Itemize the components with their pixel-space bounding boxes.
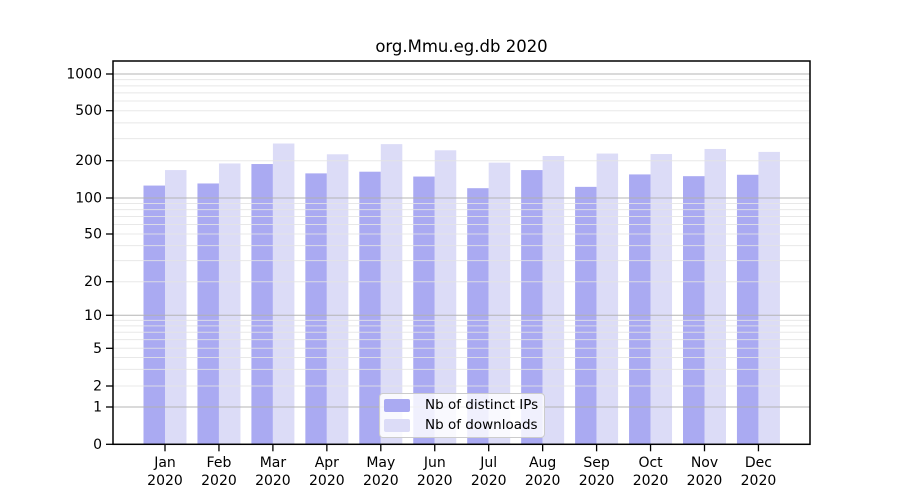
x-tick-label-month: Jul	[479, 455, 497, 471]
legend: Nb of distinct IPs Nb of downloads	[379, 393, 545, 438]
y-tick-label: 5	[93, 341, 102, 357]
bar-downloads-sep	[596, 153, 619, 445]
x-tick-label-month: Jun	[423, 455, 446, 471]
bar-distinct-ips-oct	[629, 174, 651, 445]
legend-swatch-downloads	[384, 419, 410, 432]
bar-downloads-apr	[326, 154, 349, 445]
x-tick-label-month: Mar	[260, 455, 287, 471]
x-tick-label-year: 2020	[417, 473, 453, 489]
legend-swatch-distinct-ips	[384, 399, 410, 412]
bar-downloads-aug	[542, 155, 565, 445]
x-tick-label-year: 2020	[471, 473, 507, 489]
chart-title: org.Mmu.eg.db 2020	[375, 37, 548, 56]
bar-downloads-jan	[165, 170, 187, 445]
y-tick-label: 0	[93, 437, 102, 453]
legend-item-distinct-ips: Nb of distinct IPs	[384, 398, 538, 413]
bar-distinct-ips-dec	[736, 174, 759, 445]
x-tick-label-month: Aug	[529, 455, 556, 471]
y-tick-label: 500	[75, 103, 102, 119]
x-tick-label-month: May	[366, 455, 395, 471]
bar-downloads-oct	[650, 154, 673, 445]
y-tick-label: 10	[84, 308, 102, 324]
bar-downloads-jun	[434, 150, 457, 445]
x-tick-label-month: Dec	[745, 455, 772, 471]
bar-distinct-ips-may	[359, 171, 381, 445]
bar-downloads-nov	[704, 148, 726, 445]
x-tick-label-year: 2020	[687, 473, 723, 489]
y-tick-label: 50	[84, 227, 102, 243]
x-tick-label-year: 2020	[579, 473, 615, 489]
x-tick-label-year: 2020	[255, 473, 291, 489]
bar-distinct-ips-mar	[251, 164, 273, 445]
bar-distinct-ips-nov	[683, 176, 705, 445]
y-tick-label: 1	[93, 400, 102, 416]
bar-distinct-ips-apr	[305, 173, 327, 445]
y-tick-label: 100	[75, 191, 102, 207]
y-tick-label: 200	[75, 153, 102, 169]
legend-label-distinct-ips: Nb of distinct IPs	[425, 397, 539, 413]
bar-downloads-dec	[758, 151, 780, 445]
bar-downloads-feb	[218, 163, 241, 445]
y-tick-label: 2	[93, 379, 102, 395]
y-tick-label: 1000	[66, 67, 102, 83]
x-tick-label-month: Oct	[638, 455, 663, 471]
bar-distinct-ips-aug	[521, 170, 543, 445]
x-tick-label-year: 2020	[363, 473, 399, 489]
x-tick-label-year: 2020	[525, 473, 561, 489]
plot-border	[112, 60, 811, 446]
x-tick-label-year: 2020	[309, 473, 345, 489]
bar-distinct-ips-jul	[467, 188, 489, 445]
bar-distinct-ips-feb	[197, 183, 219, 445]
x-tick-label-year: 2020	[201, 473, 237, 489]
x-tick-label-month: Feb	[207, 455, 232, 471]
bar-distinct-ips-jun	[413, 176, 435, 445]
x-tick-label-year: 2020	[741, 473, 777, 489]
x-tick-label-month: Sep	[583, 455, 610, 471]
x-tick-label-year: 2020	[633, 473, 669, 489]
legend-label-downloads: Nb of downloads	[425, 417, 538, 433]
bar-downloads-mar	[272, 143, 295, 445]
legend-item-downloads: Nb of downloads	[384, 418, 538, 433]
x-tick-label-month: Jan	[153, 455, 176, 471]
x-tick-label-month: Apr	[315, 455, 339, 471]
y-tick-label: 20	[84, 274, 102, 290]
x-tick-label-month: Nov	[691, 455, 718, 471]
x-tick-label-year: 2020	[147, 473, 183, 489]
bar-downloads-jul	[488, 162, 511, 445]
